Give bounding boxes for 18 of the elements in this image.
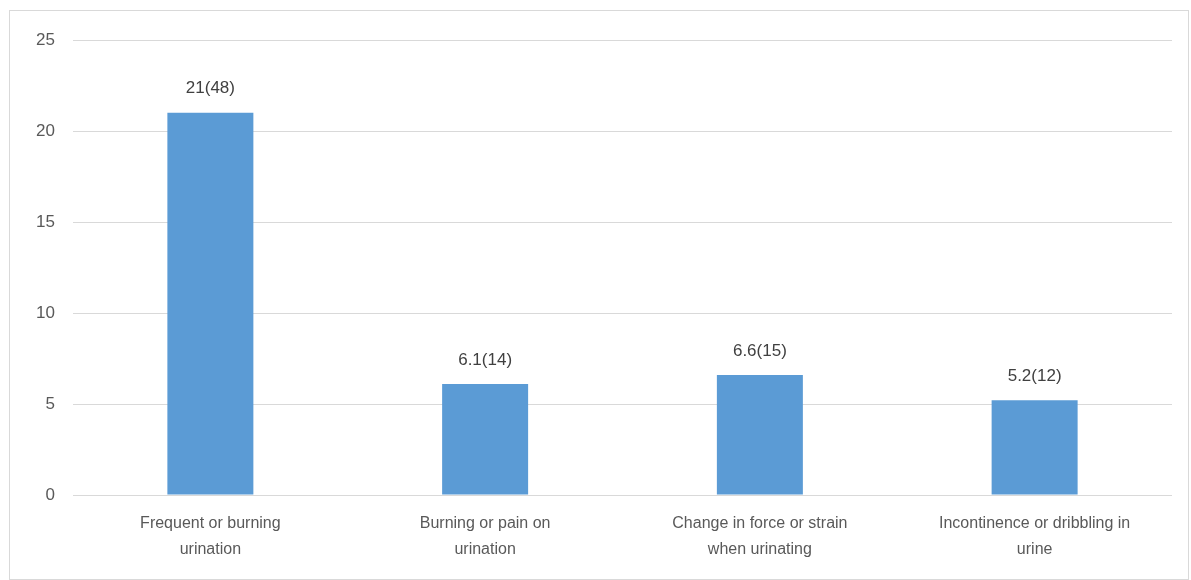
x-tick-label: Burning or pain on urination [419, 514, 551, 557]
bar [442, 383, 529, 495]
y-tick-label: 5 [45, 393, 55, 413]
x-tick-label: Frequent or burning urination [140, 514, 281, 557]
data-label: 5.2(12) [1007, 366, 1062, 386]
x-tick-label: Change in force or strain when urinating [672, 514, 848, 557]
y-tick-label: 20 [36, 120, 55, 140]
data-label: 6.6(15) [732, 340, 787, 360]
y-tick-label: 0 [45, 484, 55, 504]
x-tick-label: Incontinence or dribbling in urine [939, 514, 1131, 557]
y-tick-label: 15 [36, 211, 55, 231]
y-tick-label: 25 [36, 29, 55, 49]
bar [991, 400, 1078, 495]
y-tick-label: 10 [36, 302, 55, 322]
bar [167, 112, 254, 495]
data-label: 21(48) [185, 78, 235, 98]
data-label: 6.1(14) [458, 349, 513, 369]
bar [716, 374, 803, 495]
